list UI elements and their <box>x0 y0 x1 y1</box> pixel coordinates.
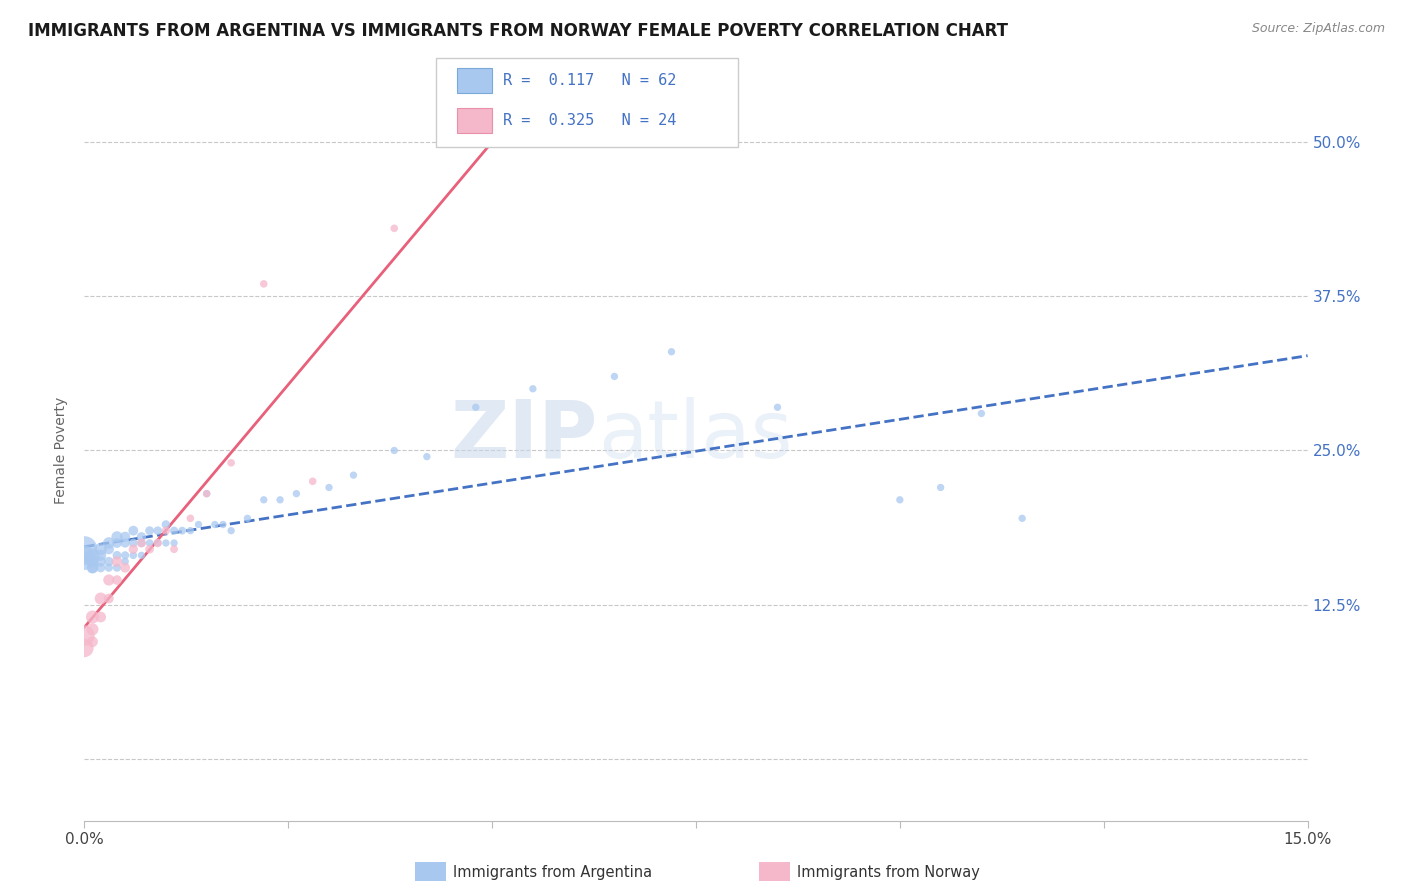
Point <box>73 629 96 643</box>
Point <box>236 511 259 525</box>
Point <box>105 560 128 574</box>
Point <box>97 573 120 587</box>
Point <box>122 524 145 538</box>
Point <box>285 486 308 500</box>
Point <box>105 530 128 544</box>
Point <box>603 369 626 384</box>
Point <box>90 591 112 606</box>
Point <box>90 549 112 563</box>
Point <box>122 536 145 550</box>
Point <box>105 573 128 587</box>
Point <box>269 492 291 507</box>
Text: atlas: atlas <box>598 397 793 475</box>
Point <box>73 554 96 569</box>
Point <box>82 549 104 563</box>
Point <box>82 554 104 569</box>
Point <box>82 634 104 648</box>
Point <box>318 481 340 495</box>
Point <box>146 524 169 538</box>
Point <box>114 560 136 574</box>
Point <box>90 560 112 574</box>
Point <box>105 536 128 550</box>
Point <box>163 524 186 538</box>
Point <box>122 549 145 563</box>
Point <box>82 560 104 574</box>
Point <box>122 542 145 557</box>
Y-axis label: Female Poverty: Female Poverty <box>55 397 69 504</box>
Point <box>138 524 160 538</box>
Text: R =  0.325   N = 24: R = 0.325 N = 24 <box>503 113 676 128</box>
Point <box>195 486 218 500</box>
Point <box>163 536 186 550</box>
Point <box>114 530 136 544</box>
Point <box>179 524 201 538</box>
Point <box>172 524 194 538</box>
Point <box>82 610 104 624</box>
Point <box>889 492 911 507</box>
Point <box>97 542 120 557</box>
Point <box>179 511 201 525</box>
Point <box>82 623 104 637</box>
Point <box>187 517 209 532</box>
Point <box>131 530 153 544</box>
Text: R =  0.117   N = 62: R = 0.117 N = 62 <box>503 73 676 88</box>
Point <box>301 475 323 489</box>
Point <box>416 450 439 464</box>
Point <box>73 542 96 557</box>
Point <box>97 536 120 550</box>
Point <box>212 517 235 532</box>
Point <box>522 382 544 396</box>
Point <box>146 536 169 550</box>
Text: Immigrants from Norway: Immigrants from Norway <box>797 865 980 880</box>
Point <box>464 401 486 415</box>
Point <box>929 481 952 495</box>
Point <box>138 542 160 557</box>
Point <box>105 554 128 569</box>
Point <box>90 610 112 624</box>
Point <box>253 492 276 507</box>
Text: Immigrants from Argentina: Immigrants from Argentina <box>453 865 652 880</box>
Text: IMMIGRANTS FROM ARGENTINA VS IMMIGRANTS FROM NORWAY FEMALE POVERTY CORRELATION C: IMMIGRANTS FROM ARGENTINA VS IMMIGRANTS … <box>28 22 1008 40</box>
Point <box>97 591 120 606</box>
Point <box>970 407 993 421</box>
Point <box>114 549 136 563</box>
Point <box>1011 511 1033 525</box>
Point <box>131 536 153 550</box>
Point <box>661 344 683 359</box>
Point <box>105 549 128 563</box>
Text: ZIP: ZIP <box>451 397 598 475</box>
Point <box>114 536 136 550</box>
Point <box>766 401 789 415</box>
Point <box>82 554 104 569</box>
Point <box>195 486 218 500</box>
Point <box>97 560 120 574</box>
Point <box>253 277 276 291</box>
Point <box>82 560 104 574</box>
Point <box>219 524 242 538</box>
Point <box>138 536 160 550</box>
Point <box>382 221 405 235</box>
Point <box>163 542 186 557</box>
Point <box>114 554 136 569</box>
Point <box>155 517 177 532</box>
Point <box>342 468 364 483</box>
Point <box>146 536 169 550</box>
Point <box>73 549 96 563</box>
Point <box>97 554 120 569</box>
Point <box>90 542 112 557</box>
Point <box>155 536 177 550</box>
Point <box>219 456 242 470</box>
Point <box>90 554 112 569</box>
Point <box>73 640 96 655</box>
Text: Source: ZipAtlas.com: Source: ZipAtlas.com <box>1251 22 1385 36</box>
Point <box>204 517 226 532</box>
Point <box>131 549 153 563</box>
Point <box>155 524 177 538</box>
Point <box>382 443 405 458</box>
Point <box>131 536 153 550</box>
